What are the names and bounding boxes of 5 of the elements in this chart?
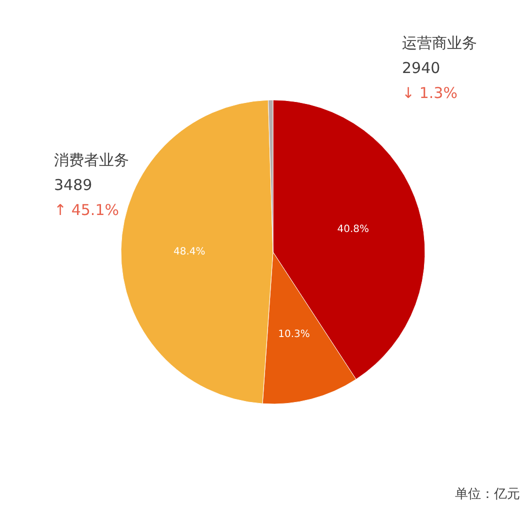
annotation: 2940 xyxy=(402,59,440,77)
annotation: ↑ 45.1% xyxy=(54,201,119,219)
annotation: ↓ 1.3% xyxy=(402,84,458,102)
annotation: 3489 xyxy=(54,176,92,194)
annotation: 单位：亿元 xyxy=(455,487,520,502)
